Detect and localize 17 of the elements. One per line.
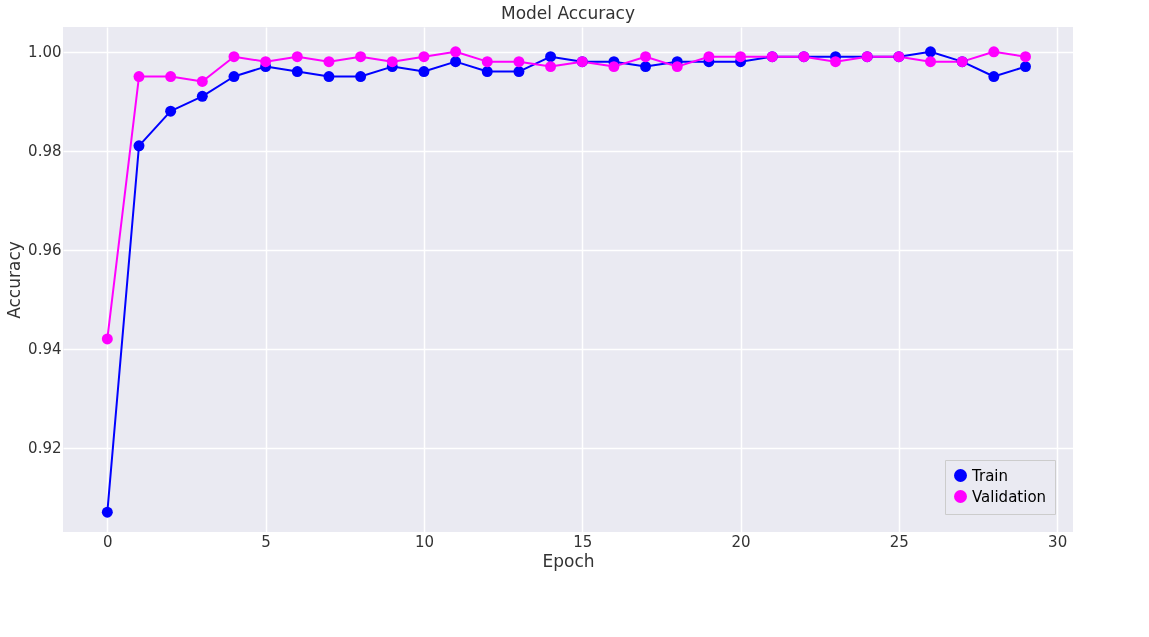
- y-tick-label: 0.96: [28, 241, 62, 260]
- x-tick-label: 25: [889, 532, 909, 551]
- x-tick-label: 0: [103, 532, 113, 551]
- x-axis-title: Epoch: [542, 550, 595, 571]
- y-tick-label: 0.98: [28, 142, 62, 161]
- chart-title: Model Accuracy: [500, 3, 636, 23]
- x-tick-label: 10: [414, 532, 434, 551]
- x-tick-label: 15: [573, 532, 593, 551]
- legend-label: Train: [971, 466, 1008, 485]
- y-tick-label: 0.92: [28, 439, 62, 458]
- y-axis-title: Accuracy: [4, 241, 25, 319]
- x-tick-label: 30: [1048, 532, 1068, 551]
- x-tick-label: 5: [261, 532, 271, 551]
- legend-label: Validation: [972, 487, 1047, 506]
- x-tick-label: 20: [731, 532, 751, 551]
- y-tick-label: 0.94: [28, 340, 62, 359]
- y-tick-label: 1.00: [28, 43, 62, 62]
